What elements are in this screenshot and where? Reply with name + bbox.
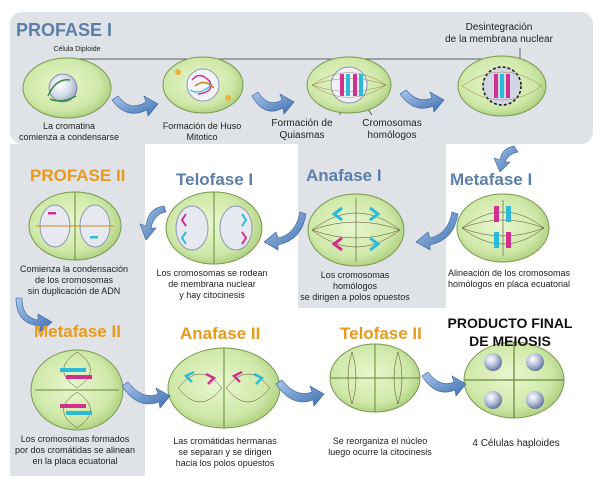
label-alineacion: Alineación de los cromosomas homólogos e… bbox=[447, 268, 571, 289]
arrow-icon bbox=[275, 379, 325, 407]
label-haploides: 4 Células haploides bbox=[472, 438, 560, 449]
arrow-icon bbox=[415, 211, 459, 251]
cell-producto-final bbox=[463, 341, 565, 419]
label-celula-diploide: Célula Diploide bbox=[53, 46, 101, 53]
title-telofase2: Telofase II bbox=[340, 324, 422, 343]
label-telofase1-desc: Los cromosomas se rodean de membrana nuc… bbox=[156, 268, 268, 300]
label-cromatina: La cromatina comienza a condensarse bbox=[18, 121, 120, 142]
label-quiasmas: Formación de Quiasmas bbox=[271, 118, 333, 141]
title-metafase2: Metafase II bbox=[34, 322, 121, 341]
title-metafase1: Metafase I bbox=[450, 170, 533, 189]
label-telofase2-desc: Se reorganiza el núcleo luego ocurre la … bbox=[328, 436, 432, 457]
title-anafase2: Anafase II bbox=[180, 324, 261, 343]
label-anafase1-desc: Los cromosomas homólogos se dirigen a po… bbox=[300, 270, 410, 302]
cell-profase1-c bbox=[306, 56, 392, 114]
arrow-icon bbox=[111, 95, 159, 117]
title-producto-final-line1: PRODUCTO FINAL bbox=[447, 315, 573, 331]
cell-anafase2 bbox=[167, 347, 281, 429]
label-anafase2-desc: Las cromátidas hermanas se separan y se … bbox=[173, 436, 277, 468]
arrow-icon bbox=[421, 371, 467, 397]
label-desintegracion: Desintegración de la membrana nuclear bbox=[445, 22, 553, 45]
arrow-icon bbox=[263, 211, 307, 251]
arrow-icon bbox=[251, 91, 295, 115]
title-anafase1: Anafase I bbox=[306, 166, 382, 185]
arrow-icon bbox=[399, 89, 445, 113]
cell-profase1-a bbox=[22, 57, 112, 119]
arrow-icon bbox=[121, 381, 171, 409]
cell-profase2 bbox=[28, 191, 122, 261]
arrow-icon bbox=[15, 297, 53, 333]
cell-telofase1 bbox=[165, 191, 263, 265]
title-profase2: PROFASE II bbox=[30, 166, 126, 185]
title-telofase1: Telofase I bbox=[176, 170, 254, 189]
cell-metafase2 bbox=[30, 349, 124, 431]
cell-telofase2 bbox=[329, 343, 421, 413]
arrow-icon bbox=[493, 145, 519, 173]
title-profase1: PROFASE I bbox=[16, 20, 113, 40]
cell-profase1-b bbox=[162, 56, 244, 114]
cell-profase1-d bbox=[457, 55, 547, 117]
title-producto-final-line2: DE MEIOSIS bbox=[469, 333, 551, 349]
label-huso: Formación de Huso Mitotico bbox=[162, 121, 242, 142]
arrow-icon bbox=[139, 205, 167, 241]
label-profase2-desc: Comienza la condensación de los cromosom… bbox=[19, 264, 129, 296]
label-metafase2-desc: Los cromosomas formados por dos cromátid… bbox=[14, 434, 136, 466]
label-homologos: Cromosomas homólogos bbox=[362, 118, 422, 141]
cell-anafase1 bbox=[307, 193, 405, 267]
cell-metafase1 bbox=[456, 193, 550, 263]
